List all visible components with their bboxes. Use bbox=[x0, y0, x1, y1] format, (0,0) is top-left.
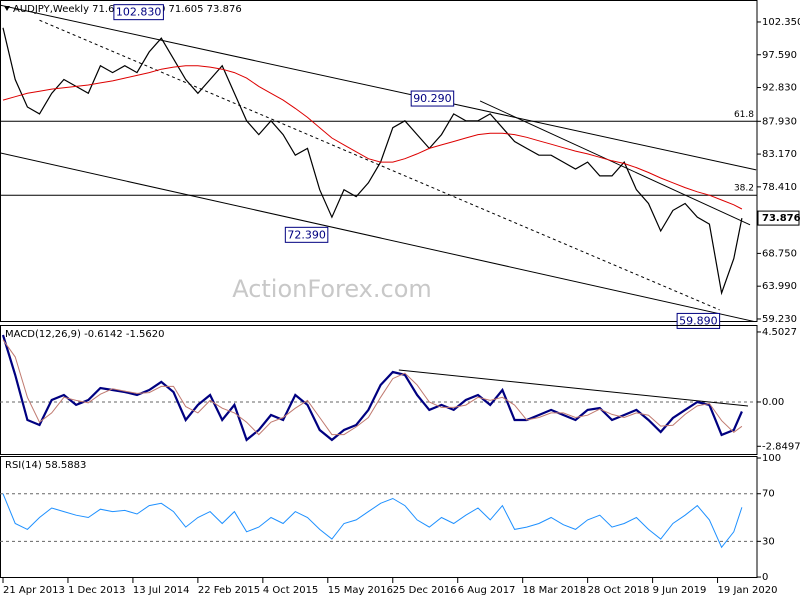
x-tick-label: 22 Feb 2015 bbox=[198, 585, 260, 596]
panel-frame bbox=[0, 0, 758, 322]
y-tick-label: 68.750 bbox=[762, 248, 797, 259]
level-label: 38.2 bbox=[734, 184, 754, 194]
last-price-box bbox=[757, 210, 800, 226]
panel-frame bbox=[0, 456, 758, 578]
annotation-box bbox=[676, 312, 721, 329]
series-line bbox=[2, 493, 743, 549]
x-tick-label: 18 Mar 2018 bbox=[523, 585, 586, 596]
plot-area bbox=[0, 4, 757, 322]
panel-title: RSI(14) 58.5883 bbox=[5, 460, 86, 471]
series-line bbox=[1, 334, 743, 442]
series-line bbox=[2, 65, 743, 210]
trend-line bbox=[479, 100, 751, 226]
panel-title: MACD(12,26,9) -0.6142 -1.5620 bbox=[5, 329, 165, 340]
y-tick-label: 70 bbox=[762, 489, 775, 500]
level-label: 61.8 bbox=[734, 110, 754, 120]
x-tick-label: 25 Dec 2016 bbox=[393, 585, 457, 596]
watermark: ActionForex.com bbox=[232, 275, 432, 303]
annotation-box bbox=[284, 226, 329, 243]
plot-area bbox=[0, 493, 757, 549]
trend-line bbox=[398, 369, 749, 407]
plot-area bbox=[0, 334, 757, 442]
annotation-label: 90.290 bbox=[413, 92, 452, 105]
x-tick-label: 19 Jan 2020 bbox=[718, 585, 778, 596]
y-tick-label: 78.410 bbox=[762, 182, 797, 193]
x-tick-label: 28 Oct 2018 bbox=[588, 585, 650, 596]
x-tick-label: 9 Jun 2019 bbox=[653, 585, 707, 596]
x-tick-label: 13 Jul 2014 bbox=[133, 585, 190, 596]
x-tick-label: 4 Oct 2015 bbox=[263, 585, 318, 596]
trend-line bbox=[0, 4, 757, 171]
y-tick-label: 0 bbox=[762, 572, 768, 583]
panel-frame bbox=[0, 325, 758, 455]
y-tick-label: 92.830 bbox=[762, 83, 797, 94]
annotation-label: 102.830 bbox=[116, 6, 162, 19]
y-tick-label: 97.590 bbox=[762, 50, 797, 61]
y-tick-label: 87.930 bbox=[762, 116, 797, 127]
y-tick-label: 30 bbox=[762, 536, 775, 547]
y-tick-label: 100 bbox=[762, 453, 781, 464]
y-tick-label: 4.5027 bbox=[762, 327, 797, 338]
x-tick-label: 15 May 2016 bbox=[328, 585, 393, 596]
x-tick-label: 6 Aug 2017 bbox=[458, 585, 516, 596]
trend-line bbox=[0, 152, 757, 322]
annotation-box bbox=[113, 4, 164, 21]
x-tick-label: 1 Dec 2013 bbox=[68, 585, 126, 596]
annotation-label: 59.890 bbox=[679, 314, 718, 327]
y-tick-label: 0.00 bbox=[762, 397, 784, 408]
last-price-label: 73.876 bbox=[762, 213, 800, 224]
y-tick-label: 102.350 bbox=[762, 17, 800, 28]
series-line bbox=[2, 339, 743, 436]
y-tick-label: 63.990 bbox=[762, 281, 797, 292]
x-tick-label: 21 Apr 2013 bbox=[3, 585, 65, 596]
annotation-box bbox=[410, 90, 455, 107]
y-tick-label: 59.230 bbox=[762, 314, 797, 325]
annotation-label: 72.390 bbox=[287, 228, 326, 241]
y-tick-label: 83.170 bbox=[762, 149, 797, 160]
title-icon bbox=[4, 6, 10, 11]
series-line bbox=[2, 27, 743, 296]
y-tick-label: -2.8497 bbox=[762, 441, 800, 452]
